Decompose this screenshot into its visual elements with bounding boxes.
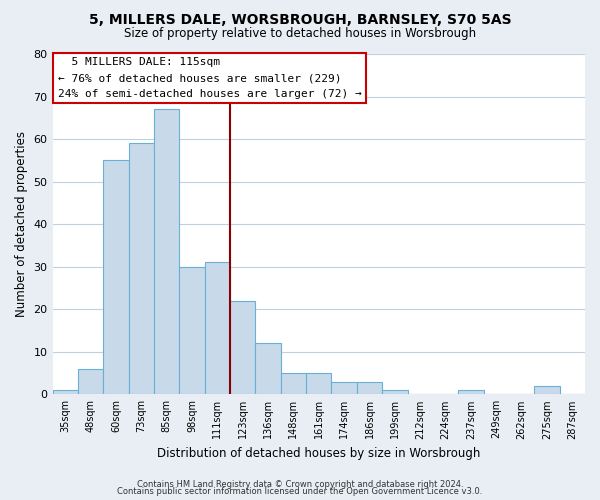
Bar [230, 300, 256, 394]
Bar [382, 390, 407, 394]
Bar [154, 110, 179, 395]
Text: 5, MILLERS DALE, WORSBROUGH, BARNSLEY, S70 5AS: 5, MILLERS DALE, WORSBROUGH, BARNSLEY, S… [89, 12, 511, 26]
Bar [205, 262, 230, 394]
Text: Contains HM Land Registry data © Crown copyright and database right 2024.: Contains HM Land Registry data © Crown c… [137, 480, 463, 489]
Bar [78, 369, 103, 394]
Bar [128, 144, 154, 394]
Bar [53, 390, 78, 394]
Bar [281, 373, 306, 394]
Bar [331, 382, 357, 394]
Bar [357, 382, 382, 394]
Text: Contains public sector information licensed under the Open Government Licence v3: Contains public sector information licen… [118, 487, 482, 496]
Bar [534, 386, 560, 394]
Text: 5 MILLERS DALE: 115sqm  
← 76% of detached houses are smaller (229)
24% of semi-: 5 MILLERS DALE: 115sqm ← 76% of detached… [58, 58, 362, 98]
Text: Size of property relative to detached houses in Worsbrough: Size of property relative to detached ho… [124, 28, 476, 40]
Bar [458, 390, 484, 394]
Bar [103, 160, 128, 394]
Bar [306, 373, 331, 394]
Y-axis label: Number of detached properties: Number of detached properties [15, 131, 28, 317]
X-axis label: Distribution of detached houses by size in Worsbrough: Distribution of detached houses by size … [157, 447, 481, 460]
Bar [179, 266, 205, 394]
Bar [256, 344, 281, 394]
